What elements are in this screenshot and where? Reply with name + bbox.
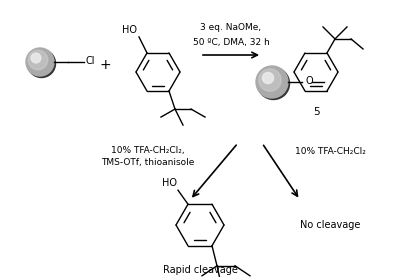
Circle shape [256, 66, 288, 98]
Circle shape [26, 48, 54, 76]
Text: Cl: Cl [86, 56, 96, 66]
Circle shape [258, 68, 290, 99]
Circle shape [259, 69, 281, 91]
Text: HO: HO [122, 25, 137, 35]
Text: +: + [99, 58, 111, 72]
Circle shape [31, 53, 41, 63]
Text: 5: 5 [313, 107, 319, 117]
Text: 3 eq. NaOMe,: 3 eq. NaOMe, [200, 24, 261, 32]
Text: 50 ºC, DMA, 32 h: 50 ºC, DMA, 32 h [193, 37, 269, 47]
Text: Rapid cleavage: Rapid cleavage [163, 265, 237, 275]
Text: No cleavage: No cleavage [300, 220, 360, 230]
Text: HO: HO [162, 178, 177, 188]
Circle shape [28, 50, 56, 78]
Text: O: O [305, 76, 312, 86]
Circle shape [28, 50, 48, 70]
Text: 10% TFA-CH₂Cl₂: 10% TFA-CH₂Cl₂ [295, 147, 365, 157]
Circle shape [262, 72, 274, 84]
Text: TMS-OTf, thioanisole: TMS-OTf, thioanisole [101, 158, 195, 168]
Text: 10% TFA-CH₂Cl₂,: 10% TFA-CH₂Cl₂, [111, 145, 185, 155]
